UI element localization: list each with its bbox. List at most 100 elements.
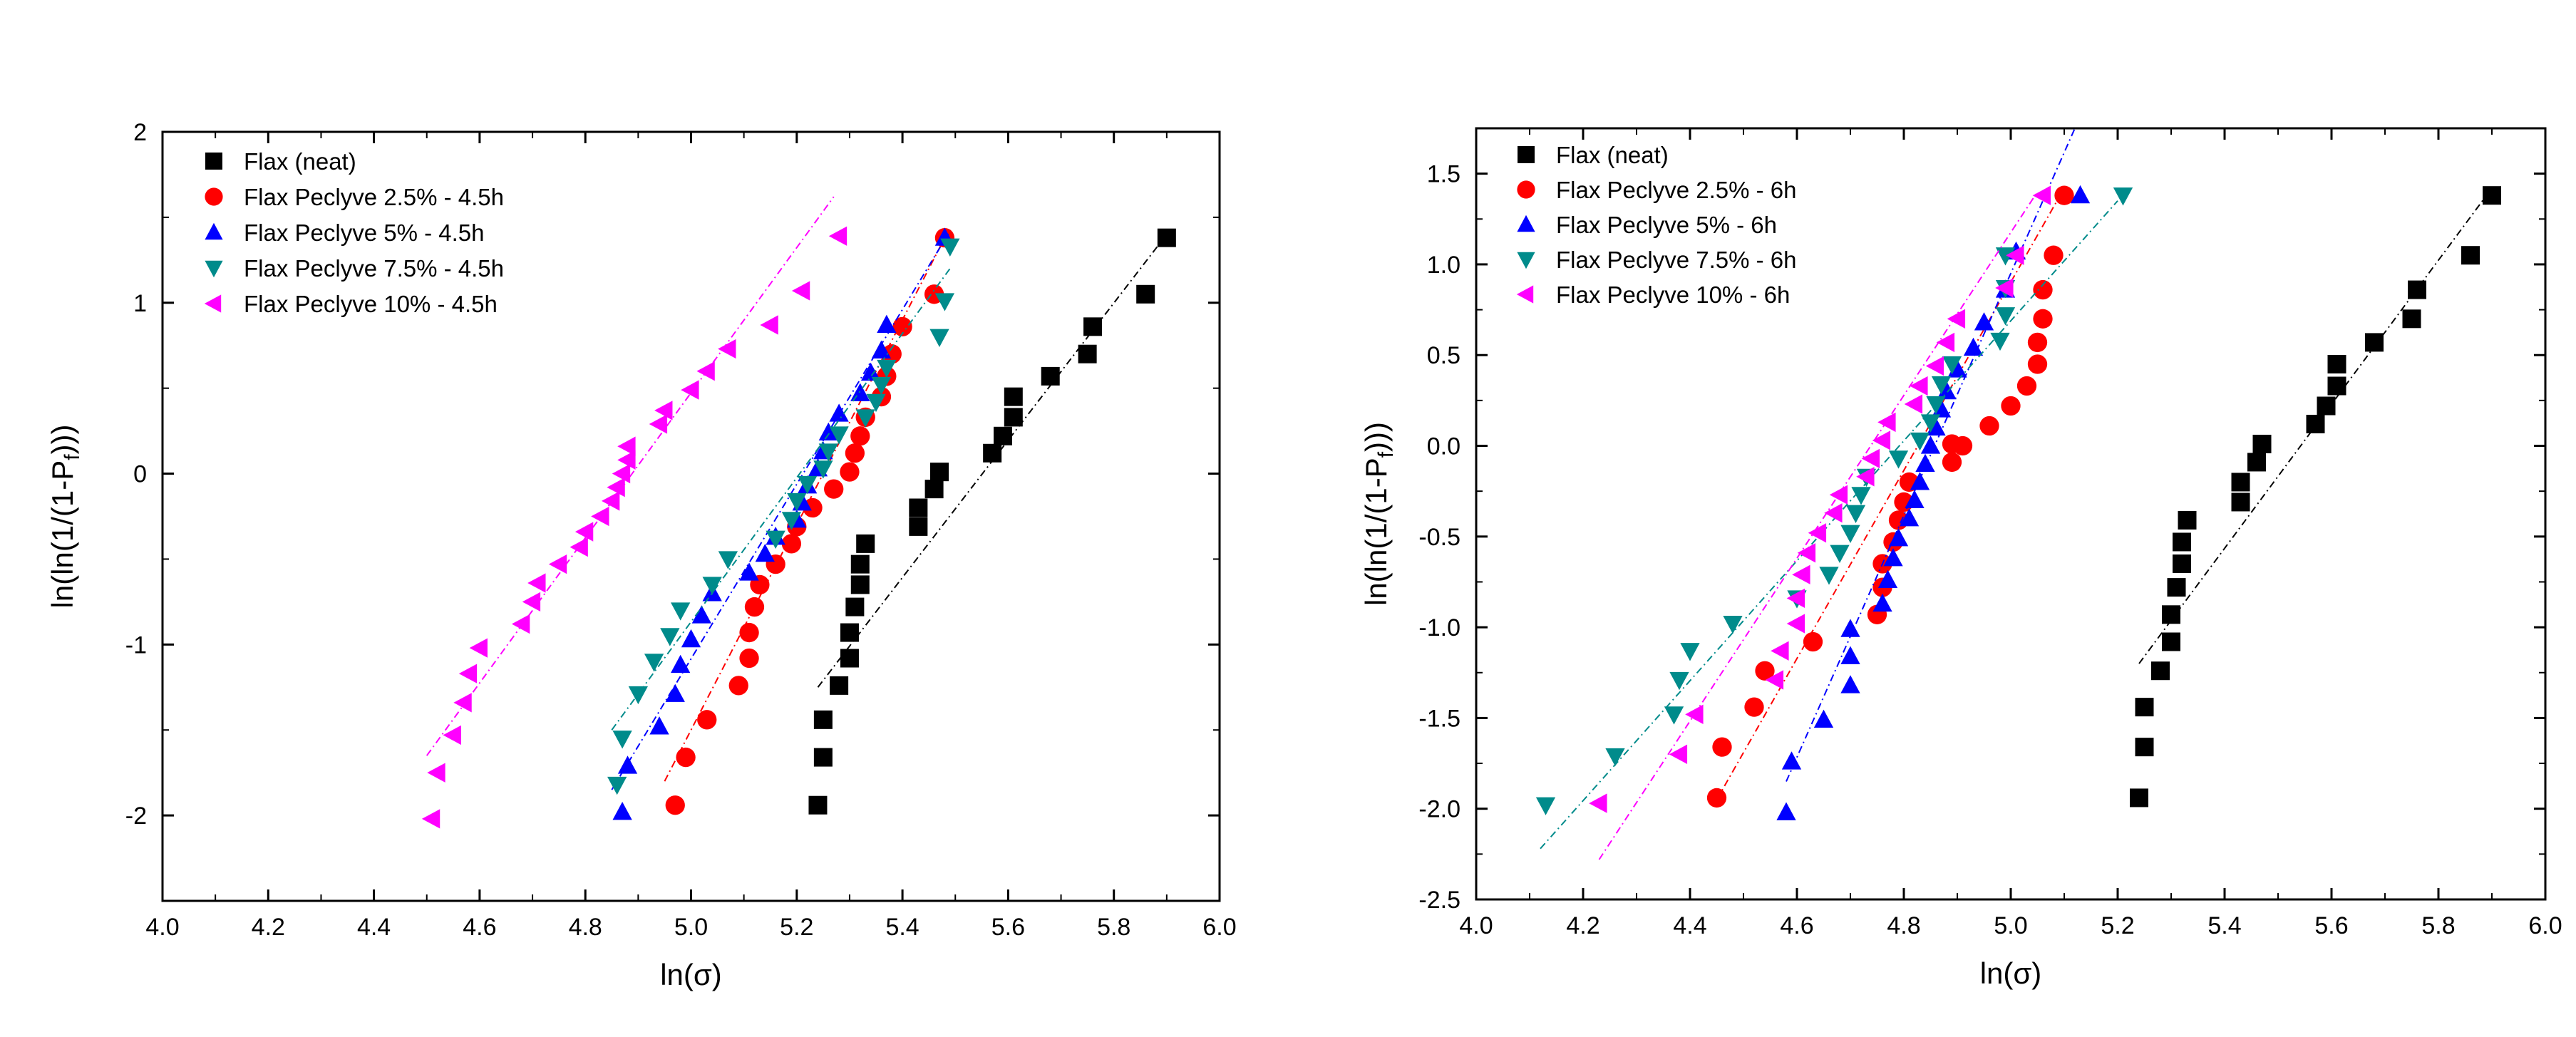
- y-tick-label: -2.5: [1418, 887, 1460, 914]
- data-point: [829, 403, 849, 422]
- data-point: [1851, 487, 1871, 505]
- fit-line: [611, 230, 951, 790]
- x-tick-label: 4.6: [463, 914, 496, 941]
- x-tick-label: 5.4: [2207, 912, 2241, 939]
- data-point: [1744, 697, 1764, 717]
- data-point: [607, 478, 625, 497]
- data-point: [929, 329, 949, 348]
- data-point: [781, 534, 802, 554]
- data-point: [877, 359, 897, 378]
- legend-marker: [1518, 146, 1535, 163]
- data-point: [575, 522, 594, 542]
- data-point: [2135, 698, 2154, 717]
- data-point: [766, 530, 785, 549]
- data-point: [797, 475, 818, 495]
- data-point: [1995, 278, 2014, 298]
- data-point: [1840, 675, 1860, 693]
- data-point: [787, 492, 807, 512]
- data-point: [654, 401, 673, 421]
- data-point: [1910, 472, 1930, 490]
- data-point: [2231, 492, 2250, 512]
- data-point: [1669, 671, 1689, 691]
- data-point: [744, 597, 765, 617]
- data-point: [1925, 356, 1944, 376]
- data-point: [1706, 788, 1727, 808]
- data-point: [1078, 344, 1097, 363]
- fit-line: [611, 268, 951, 731]
- data-point: [1979, 416, 1999, 436]
- x-axis-title: ln(σ): [660, 958, 722, 991]
- data-point: [1974, 312, 1994, 331]
- data-point: [739, 622, 759, 643]
- fit-line: [1786, 128, 2076, 782]
- data-point: [1664, 706, 1684, 725]
- data-point: [453, 693, 472, 713]
- series-3: [607, 238, 960, 795]
- data-point: [1786, 588, 1805, 609]
- data-point: [1830, 545, 1850, 564]
- y-axis-title: ln(ln(1/(1-Pf))): [1359, 422, 1398, 606]
- y-tick-label: -2.0: [1418, 796, 1460, 823]
- x-tick-label: 4.8: [1887, 912, 1920, 939]
- data-point: [2178, 510, 2197, 530]
- data-point: [1840, 646, 1860, 664]
- fit-line: [426, 196, 835, 756]
- data-point: [1819, 567, 1839, 585]
- data-point: [1786, 614, 1805, 634]
- data-point: [2252, 434, 2272, 453]
- data-point: [1888, 528, 1909, 547]
- data-point: [617, 436, 636, 456]
- data-point: [855, 409, 875, 428]
- x-tick-label: 5.6: [2314, 912, 2348, 939]
- data-point: [824, 479, 844, 499]
- data-point: [1910, 432, 1930, 451]
- data-point: [1883, 548, 1903, 567]
- y-axis-title-main: ln(ln(1/(1-P: [46, 460, 79, 609]
- data-point: [1781, 751, 1802, 770]
- series-1: [1706, 185, 2074, 808]
- y-axis-title-tail: ))): [46, 424, 79, 454]
- x-tick-label: 4.4: [357, 914, 391, 941]
- data-point: [511, 614, 530, 634]
- data-point: [1755, 661, 1775, 681]
- data-point: [644, 654, 664, 672]
- data-point: [2001, 396, 2021, 416]
- data-point: [1712, 737, 1732, 757]
- data-point: [2483, 186, 2501, 205]
- data-point: [665, 683, 685, 702]
- chart-panel-right: 4.0 4.2 4.4 4.6 4.8 5.0 5.2 5.4 5.6 5.8 6.0 -2.5 -2.…: [1288, 0, 2576, 1037]
- x-tick-label: 5.8: [1097, 914, 1130, 941]
- data-point: [830, 676, 849, 695]
- data-point: [930, 463, 949, 482]
- data-point: [665, 795, 685, 815]
- data-point: [840, 649, 859, 668]
- plot-frame: [1475, 127, 2547, 901]
- x-tick-label: 5.0: [1994, 912, 2027, 939]
- data-point: [2033, 279, 2053, 300]
- data-point: [850, 426, 870, 446]
- data-point: [2408, 280, 2426, 299]
- data-point: [909, 517, 928, 536]
- x-tick-label: 5.2: [2101, 912, 2134, 939]
- legend-marker: [204, 294, 222, 313]
- data-point: [1845, 505, 1866, 524]
- data-point: [1589, 793, 1607, 813]
- x-tick-label: 4.0: [1459, 912, 1493, 939]
- data-point: [2327, 354, 2346, 373]
- data-point: [1861, 448, 1880, 469]
- data-point: [1004, 387, 1023, 406]
- data-point: [1004, 408, 1023, 427]
- data-point: [845, 443, 865, 463]
- data-point: [1535, 797, 1556, 815]
- data-point: [2173, 554, 2191, 574]
- data-point: [2461, 246, 2480, 265]
- data-point: [681, 380, 699, 400]
- data-point: [877, 314, 897, 333]
- data-point: [617, 755, 638, 774]
- legend-marker: [205, 153, 222, 170]
- data-point: [2231, 473, 2250, 492]
- data-point: [2016, 376, 2037, 396]
- data-point: [702, 577, 722, 595]
- data-point: [1952, 435, 1973, 456]
- data-point: [2027, 332, 2048, 353]
